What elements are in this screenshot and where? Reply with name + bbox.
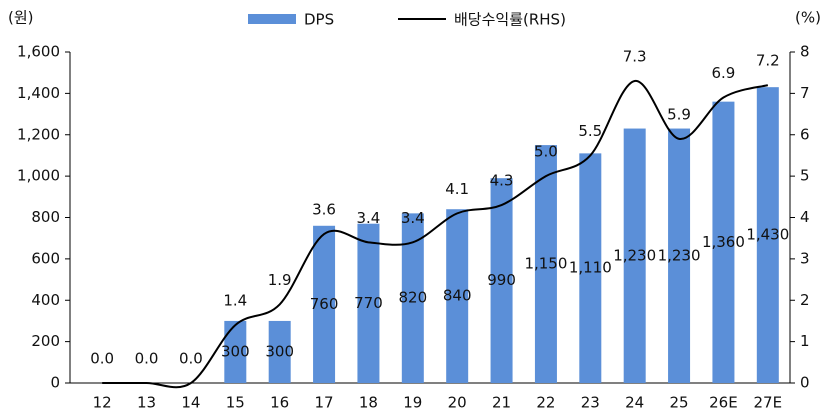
x-tick-label: 20 — [448, 394, 467, 412]
y2-tick-label: 7 — [800, 84, 810, 102]
bar-value-label: 1,430 — [746, 226, 789, 244]
x-tick-label: 13 — [137, 394, 156, 412]
bar-value-label: 770 — [354, 294, 383, 312]
y-tick-label: 1,400 — [17, 84, 60, 102]
x-tick-label: 26E — [709, 394, 738, 412]
bar — [313, 225, 336, 383]
yield-line — [102, 79, 769, 389]
line-value-label: 0.0 — [179, 350, 203, 368]
y-tick-label: 800 — [31, 208, 60, 226]
bar-value-label: 1,230 — [658, 246, 701, 264]
x-tick-label: 17 — [315, 394, 334, 412]
line-value-label: 5.5 — [578, 122, 602, 140]
line-value-label: 1.9 — [268, 271, 292, 289]
x-tick-label: 18 — [359, 394, 378, 412]
line-value-label: 0.0 — [135, 350, 159, 368]
bar-value-label: 760 — [310, 295, 339, 313]
bar-value-label: 1,110 — [569, 259, 612, 277]
line-value-label: 6.9 — [712, 64, 736, 82]
line-value-label: 4.1 — [445, 180, 469, 198]
bar-value-label: 990 — [487, 271, 516, 289]
y2-tick-label: 6 — [800, 125, 810, 143]
y2-tick-label: 0 — [800, 374, 810, 392]
bar — [446, 209, 469, 383]
x-tick-label: 25 — [670, 394, 689, 412]
bar-value-label: 300 — [221, 342, 250, 360]
bar — [490, 178, 513, 383]
y-tick-label: 1,200 — [17, 125, 60, 143]
y2-tick-label: 4 — [800, 208, 810, 226]
bar — [623, 128, 646, 383]
y-tick-label: 400 — [31, 291, 60, 309]
legend-swatch — [248, 14, 296, 24]
bar-value-label: 820 — [398, 289, 427, 307]
line-value-label: 3.4 — [357, 209, 381, 227]
y2-unit: (%) — [795, 9, 821, 27]
bar — [401, 213, 424, 383]
line-value-label: 1.4 — [223, 292, 247, 310]
line-value-label: 0.0 — [90, 350, 114, 368]
x-tick-label: 23 — [581, 394, 600, 412]
line-value-label: 3.4 — [401, 209, 425, 227]
y-tick-label: 600 — [31, 249, 60, 267]
bar-value-label: 840 — [443, 287, 472, 305]
line-value-label: 3.6 — [312, 201, 336, 219]
x-tick-label: 16 — [270, 394, 289, 412]
x-tick-label: 21 — [492, 394, 511, 412]
bar — [579, 153, 602, 383]
bar-value-label: 300 — [265, 342, 294, 360]
y-tick-label: 200 — [31, 332, 60, 350]
x-tick-label: 14 — [181, 394, 200, 412]
legend-label: 배당수익률(RHS) — [454, 11, 566, 29]
x-tick-label: 22 — [536, 394, 555, 412]
x-tick-label: 24 — [625, 394, 644, 412]
y2-tick-label: 3 — [800, 249, 810, 267]
y2-tick-label: 8 — [800, 43, 810, 61]
bar — [534, 145, 557, 383]
x-tick-label: 12 — [93, 394, 112, 412]
y2-tick-label: 1 — [800, 332, 810, 350]
line-value-label: 5.0 — [534, 143, 558, 161]
y-tick-label: 1,000 — [17, 167, 60, 185]
bar-value-label: 1,230 — [613, 246, 656, 264]
y-unit: (원) — [8, 9, 34, 27]
line-value-label: 4.3 — [490, 172, 514, 190]
bar-value-label: 1,150 — [524, 255, 567, 273]
legend-label: DPS — [304, 11, 334, 29]
y-tick-label: 0 — [50, 374, 60, 392]
bar — [357, 223, 380, 383]
bar — [668, 128, 691, 383]
y2-tick-label: 2 — [800, 291, 810, 309]
bar — [756, 87, 779, 383]
bar — [268, 320, 291, 383]
x-tick-label: 27E — [754, 394, 783, 412]
line-value-label: 7.3 — [623, 47, 647, 65]
y-tick-label: 1,600 — [17, 43, 60, 61]
y2-tick-label: 5 — [800, 167, 810, 185]
line-value-label: 7.2 — [756, 52, 780, 70]
x-tick-label: 15 — [226, 394, 245, 412]
line-value-label: 5.9 — [667, 105, 691, 123]
bar — [712, 101, 735, 384]
bar-value-label: 1,360 — [702, 233, 745, 251]
x-tick-label: 19 — [403, 394, 422, 412]
bar — [224, 320, 247, 383]
